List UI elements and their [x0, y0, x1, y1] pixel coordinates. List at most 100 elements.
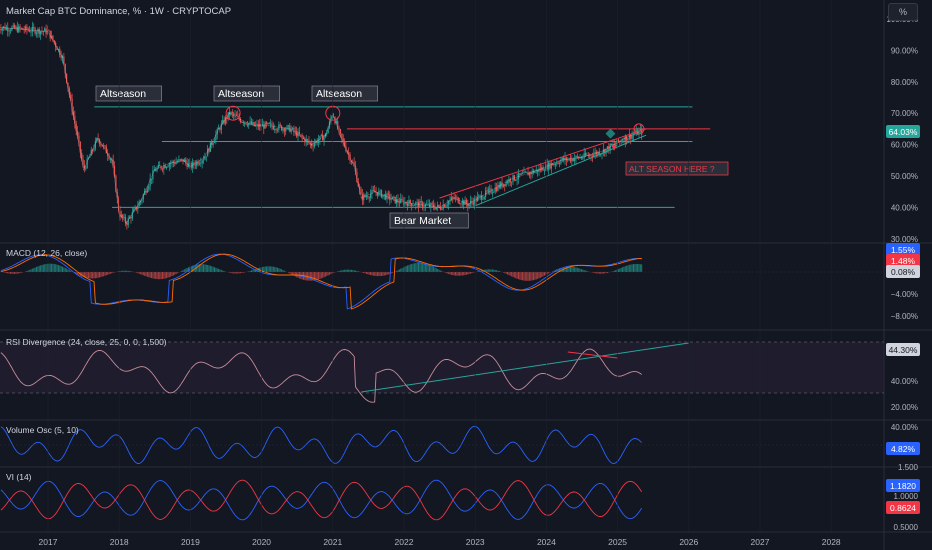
price-candle [159, 165, 161, 167]
price-candle [434, 207, 436, 210]
price-candle [186, 162, 188, 168]
price-candle [445, 205, 447, 207]
price-candle [66, 73, 68, 83]
price-candle [44, 28, 46, 32]
price-candle [146, 189, 149, 193]
price-candle [145, 190, 147, 193]
price-candle [291, 127, 294, 130]
price-candle [220, 123, 222, 130]
price-candle [8, 30, 10, 32]
price-candle [443, 204, 446, 207]
price-candle [282, 128, 284, 131]
price-candle [315, 140, 317, 144]
macd-tick-label: −8.00% [891, 312, 918, 321]
price-candle [339, 129, 342, 134]
price-candle [278, 124, 280, 130]
price-candle [137, 206, 139, 210]
percent-scale-button[interactable]: % [888, 3, 918, 21]
price-candle [309, 142, 311, 144]
price-candle [24, 26, 27, 31]
price-candle [490, 188, 492, 193]
price-candle [636, 130, 639, 135]
price-candle [12, 25, 14, 28]
price-candle [609, 143, 611, 151]
dominance-point [61, 56, 63, 58]
price-candle [161, 168, 164, 170]
price-candle [631, 135, 633, 139]
price-candle [527, 171, 529, 176]
macd-value-badge-bg [886, 243, 920, 256]
price-candle [604, 149, 606, 154]
price-candle [280, 125, 283, 131]
price-candle [487, 189, 489, 192]
price-candle [364, 194, 366, 197]
vi-minus-value-badge: 0.8624 [890, 503, 916, 513]
price-candle [323, 136, 325, 141]
price-candle [235, 114, 238, 116]
dominance-point [289, 128, 291, 130]
price-candle [554, 164, 557, 165]
price-candle [193, 162, 195, 165]
price-candle [171, 161, 173, 164]
price-candle [552, 163, 554, 166]
price-candle [96, 138, 98, 141]
price-candle [582, 157, 584, 159]
price-candle [356, 171, 358, 182]
price-candle [574, 158, 576, 161]
x-tick-label: 2019 [181, 537, 200, 547]
dominance-point [11, 27, 13, 30]
price-candle [254, 124, 257, 126]
x-tick-label: 2024 [537, 537, 556, 547]
price-candle [439, 206, 442, 210]
dominance-point [439, 206, 441, 208]
price-candle [461, 200, 463, 204]
price-candle [297, 131, 299, 137]
price-candle [250, 121, 253, 125]
price-candle [191, 162, 194, 168]
price-candle [138, 202, 140, 207]
price-candle [627, 138, 629, 141]
price-candle [393, 196, 395, 198]
dominance-point [360, 197, 362, 199]
price-candle [491, 192, 494, 194]
price-candle [380, 190, 383, 198]
price-candle [584, 153, 587, 156]
price-candle [160, 166, 162, 169]
price-candle [519, 173, 521, 175]
price-candle [64, 63, 66, 74]
price-candle [563, 157, 565, 161]
price-candle [30, 31, 32, 33]
price-candle [343, 141, 346, 147]
price-candle [41, 31, 43, 33]
price-candle [382, 194, 384, 198]
dominance-point [339, 134, 341, 136]
price-candle [550, 163, 552, 169]
price-candle [579, 157, 581, 159]
dominance-point [467, 203, 469, 205]
price-candle [23, 29, 25, 31]
price-candle [419, 201, 421, 208]
price-candle [152, 170, 154, 180]
price-candle [617, 139, 620, 142]
price-candle [460, 203, 462, 205]
price-candle [215, 134, 217, 141]
macd-line [0, 253, 642, 310]
price-candle [528, 172, 531, 176]
price-candle [245, 122, 247, 125]
x-tick-label: 2022 [395, 537, 414, 547]
price-candle [207, 148, 209, 157]
price-candle [16, 26, 18, 32]
price-candle [290, 129, 292, 132]
price-candle [409, 200, 411, 204]
price-candle [275, 129, 277, 131]
price-candle [57, 49, 60, 51]
price-candle [404, 201, 406, 205]
price-candle [246, 124, 248, 126]
price-candle [148, 185, 150, 190]
price-candle [535, 169, 537, 172]
price-candle [378, 191, 380, 196]
price-candle [402, 200, 405, 205]
price-candle [155, 170, 157, 172]
price-candle [129, 217, 131, 219]
